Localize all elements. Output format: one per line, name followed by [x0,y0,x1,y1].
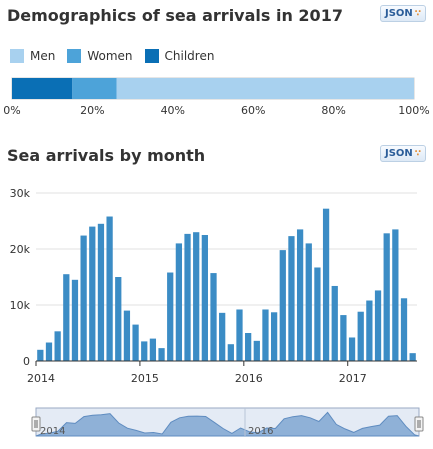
json-button-demographics[interactable]: JSON ∵ [380,5,426,22]
stacked-bar-men[interactable] [116,78,415,99]
json-label: JSON [384,8,413,19]
navigator-label: 2014 [40,426,65,437]
month-bar[interactable] [219,312,226,361]
month-bar[interactable] [175,243,183,361]
stacked-bar-women[interactable] [72,78,117,99]
navigator-area [35,411,420,437]
month-bar[interactable] [288,236,295,361]
navigator-handle-right[interactable] [414,416,424,432]
y-tick-label: 30k [10,187,31,200]
json-button-monthly[interactable]: JSON ∵ [380,145,426,162]
month-bar[interactable] [115,277,122,361]
x-tick-label: 40% [161,104,185,117]
month-bar[interactable] [184,233,191,361]
month-bar[interactable] [141,341,148,361]
monthly-arrivals-title: Sea arrivals by month [7,146,206,165]
month-bar[interactable] [71,279,79,361]
month-bar[interactable] [314,267,321,361]
legend-swatch-men [10,49,24,63]
month-bar[interactable] [374,290,382,361]
month-bar[interactable] [305,243,312,361]
demographics-legend: Men Women Children [10,49,226,63]
y-tick-label: 0 [23,355,30,368]
month-bar[interactable] [270,312,278,361]
month-bar[interactable] [296,229,304,361]
month-bar[interactable] [348,337,356,361]
month-bar[interactable] [400,298,408,361]
month-bar[interactable] [392,229,399,361]
month-bar[interactable] [45,342,53,361]
month-bar[interactable] [63,274,70,361]
month-bar[interactable] [123,310,131,361]
legend-item-women[interactable]: Women [67,49,133,63]
month-bar[interactable] [340,315,347,361]
navigator-label: 2016 [248,426,273,437]
legend-swatch-children [144,49,159,63]
stacked-bar-children[interactable] [12,78,73,99]
rss-icon: ∵ [414,148,422,159]
json-label: JSON [384,148,413,159]
legend-item-children[interactable]: Children [144,49,215,63]
month-bar[interactable] [262,309,269,361]
month-bar[interactable] [236,309,243,361]
month-bar[interactable] [97,223,105,361]
month-bar[interactable] [210,273,217,361]
month-bar[interactable] [37,349,44,361]
legend-label-children: Children [164,49,215,63]
month-bar[interactable] [331,285,338,361]
x-tick-label: 2014 [27,372,55,385]
legend-label-women: Women [87,49,133,63]
month-bar[interactable] [89,226,96,361]
month-bar[interactable] [193,232,200,361]
navigator-handle-left[interactable] [31,416,41,432]
month-bar[interactable] [132,324,139,361]
month-bar[interactable] [158,348,165,361]
month-bar[interactable] [149,338,157,361]
legend-swatch-women [67,49,82,63]
x-tick-label: 2015 [131,372,159,385]
month-bar[interactable] [245,333,252,361]
legend-label-men: Men [30,49,56,63]
rss-icon: ∵ [414,8,422,19]
month-bar[interactable] [279,250,286,361]
demographics-title: Demographics of sea arrivals in 2017 [7,6,343,25]
month-bar[interactable] [167,272,174,361]
x-tick-label: 2016 [235,372,263,385]
x-tick-label: 2017 [339,372,367,385]
month-bar[interactable] [54,331,61,361]
month-bar[interactable] [409,353,416,361]
month-bar[interactable] [253,340,260,361]
month-bar[interactable] [106,216,113,361]
x-tick-label: 60% [241,104,265,117]
y-tick-label: 20k [10,243,31,256]
x-tick-label: 0% [3,104,20,117]
x-tick-label: 80% [321,104,345,117]
month-bar[interactable] [227,344,234,361]
x-tick-label: 20% [80,104,104,117]
x-tick-label: 100% [398,104,429,117]
month-bar[interactable] [383,233,390,361]
y-tick-label: 10k [10,299,31,312]
month-bar[interactable] [80,235,87,361]
month-bar[interactable] [322,208,330,361]
month-bar[interactable] [201,235,208,361]
month-bar[interactable] [366,300,373,361]
legend-item-men[interactable]: Men [10,49,55,63]
month-bar[interactable] [357,311,364,361]
